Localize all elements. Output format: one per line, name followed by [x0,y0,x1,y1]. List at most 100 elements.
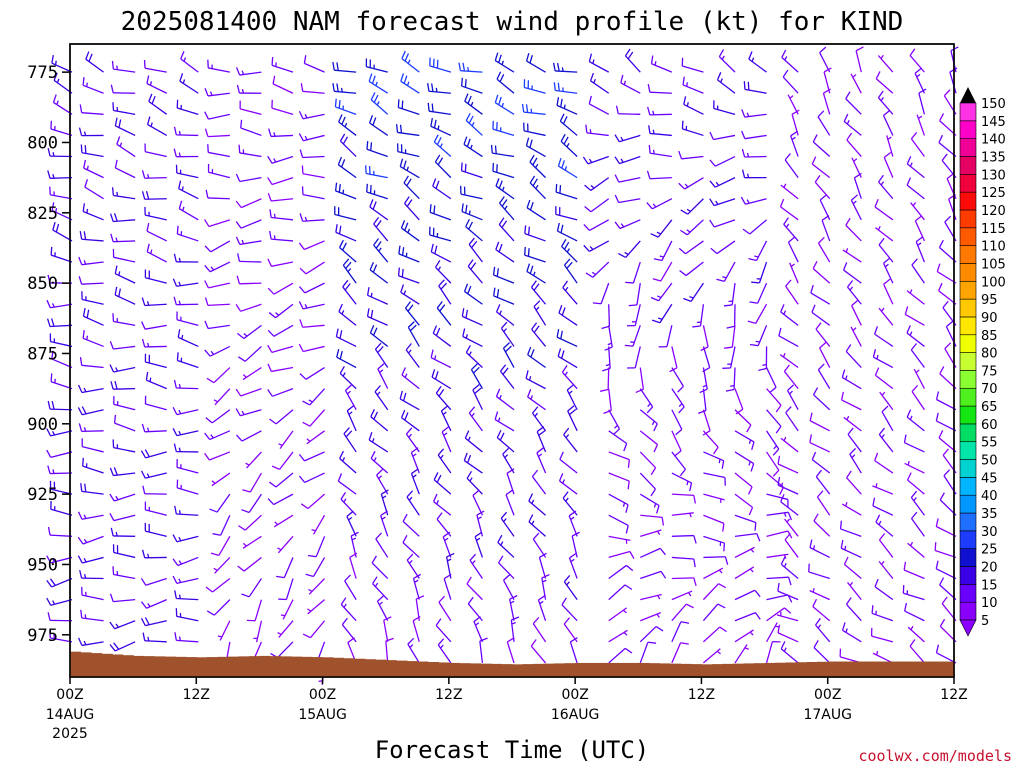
wind-barb [734,430,755,451]
wind-barb [620,74,641,94]
wind-barb [495,241,515,263]
barb-flag [872,497,876,507]
wind-barb [734,388,744,415]
wind-barb [373,238,389,263]
wind-barb [47,526,73,537]
barb-half [533,271,536,276]
barb-shaft [755,303,768,324]
barb-flag [346,405,355,412]
wind-barb [334,98,357,115]
wind-barb [110,380,136,390]
barb-shaft [815,328,831,347]
barb-flag [693,558,696,568]
barb-shaft [936,420,957,432]
barb-flag [935,412,939,422]
barb-flag [563,241,570,250]
barb-half [471,412,475,417]
barb-flag [373,411,379,420]
terrain-block [322,657,334,677]
barb-shaft [244,514,262,531]
wind-barb [217,620,231,641]
barb-flag [674,450,682,457]
barb-shaft [780,501,799,516]
colorbar-segment [959,387,977,407]
barb-flag [874,199,879,208]
terrain-block [711,664,724,677]
barb-half [403,290,407,295]
barb-half [376,391,381,396]
wind-barb [703,514,725,532]
wind-barb [463,283,483,305]
wind-barb [703,567,724,580]
barb-flag [172,534,178,543]
barb-shaft [239,108,262,115]
barb-flag [430,118,434,127]
barb-flag [461,308,465,317]
barb-flag [110,381,114,390]
barb-flag [819,46,827,54]
wind-barb [235,219,262,229]
barb-half [347,268,352,273]
barb-half [241,70,245,75]
barb-flag [911,511,918,519]
barb-shaft [703,472,726,479]
barb-flag [843,556,849,565]
wind-barb [366,308,388,326]
barb-shaft [883,283,894,305]
barb-flag [46,555,52,564]
barb-flag [646,406,654,414]
barb-shaft [618,113,641,115]
barb-shaft [938,290,957,305]
barb-shaft [702,626,721,643]
barb-flag [206,377,215,384]
wind-barb [725,367,736,392]
wind-barb [671,472,693,492]
wind-barb [498,217,515,242]
barb-flag [627,51,634,60]
wind-barb [142,632,167,643]
barb-half [181,334,184,340]
barb-flag [52,94,57,103]
barb-flag [51,350,54,360]
wind-barb [845,91,862,115]
barb-flag [569,552,577,559]
barb-flag [377,363,385,370]
wind-barb [401,367,420,390]
barb-flag [341,116,346,125]
barb-flag [817,110,825,118]
barb-flag [498,243,503,253]
barb-shaft [784,539,799,558]
wind-barb [144,143,167,158]
wind-barb [82,77,104,94]
colorbar-segment [959,138,977,157]
terrain-block [396,660,408,677]
wind-barb [910,490,925,516]
barb-flag [716,72,722,81]
wind-barb [563,575,578,601]
barb-shaft [240,303,262,312]
wind-barb [748,240,768,262]
barb-half [178,257,181,263]
barb-flag [758,367,767,372]
barb-flag [812,598,818,607]
wind-barb [335,224,357,242]
barb-flag [552,62,556,72]
barb-flag [741,130,746,139]
wind-barb [144,522,167,537]
barb-flag [404,53,410,62]
wind-barb [812,260,831,284]
barb-shaft [671,346,678,368]
barb-shaft [304,451,325,462]
barb-flag [724,346,733,349]
wind-barb [237,345,262,362]
wind-barb [438,595,452,622]
barb-flag [509,595,518,600]
wind-barb [493,287,515,305]
barb-flag [614,221,621,229]
barb-flag [675,428,683,436]
barb-flag [560,133,566,142]
terrain-block [490,663,503,677]
wind-barb [817,110,831,136]
colorbar-label: 150 [981,97,1006,112]
barb-flag [492,266,496,276]
